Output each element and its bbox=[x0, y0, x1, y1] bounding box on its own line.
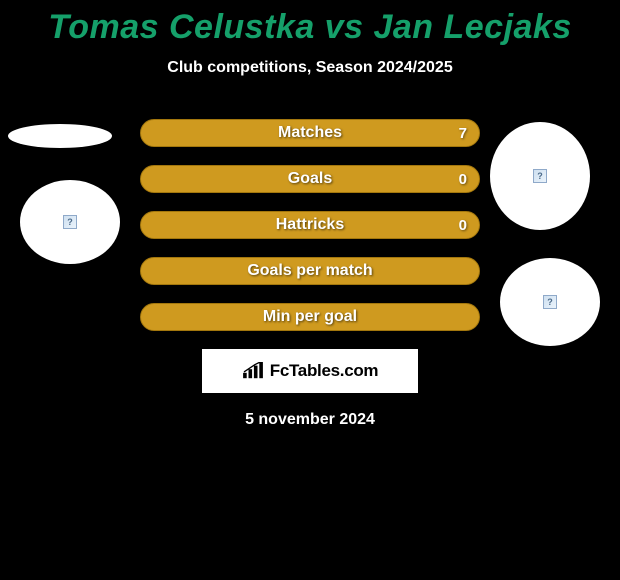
stat-value-right: 0 bbox=[459, 171, 467, 188]
subtitle: Club competitions, Season 2024/2025 bbox=[0, 59, 620, 77]
stat-label: Hattricks bbox=[276, 216, 344, 234]
stat-row-goals: Goals 0 bbox=[140, 165, 480, 193]
stats-container: Matches 7 Goals 0 Hattricks 0 Goals per … bbox=[0, 119, 620, 331]
stat-label: Matches bbox=[278, 124, 342, 142]
stat-label: Goals per match bbox=[247, 262, 372, 280]
stat-value-right: 0 bbox=[459, 217, 467, 234]
stat-value-right: 7 bbox=[459, 125, 467, 142]
page-title: Tomas Celustka vs Jan Lecjaks bbox=[0, 0, 620, 47]
stat-label: Goals bbox=[288, 170, 332, 188]
stat-row-min-per-goal: Min per goal bbox=[140, 303, 480, 331]
stat-label: Min per goal bbox=[263, 308, 357, 326]
stat-row-hattricks: Hattricks 0 bbox=[140, 211, 480, 239]
logo-badge: FcTables.com bbox=[202, 349, 418, 393]
stat-row-goals-per-match: Goals per match bbox=[140, 257, 480, 285]
stat-row-matches: Matches 7 bbox=[140, 119, 480, 147]
bar-chart-icon bbox=[242, 362, 264, 380]
logo-text: FcTables.com bbox=[270, 361, 379, 381]
date-text: 5 november 2024 bbox=[0, 411, 620, 429]
